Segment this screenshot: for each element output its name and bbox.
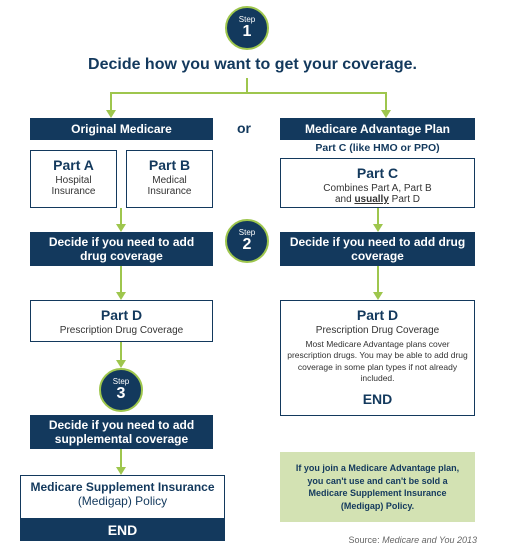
step2-right-q: Decide if you need to add drug coverage — [280, 232, 475, 266]
part-d-left-box: Part D Prescription Drug Coverage — [30, 300, 213, 342]
arrow-icon — [106, 110, 116, 118]
header-original: Original Medicare — [30, 118, 213, 140]
part-c-title: Part C — [287, 165, 468, 181]
step2-left-q: Decide if you need to add drug coverage — [30, 232, 213, 266]
step3-q: Decide if you need to add supplemental c… — [30, 415, 213, 449]
medigap-t2: (Medigap) Policy — [25, 494, 220, 508]
part-d-right-sub: Prescription Drug Coverage — [287, 325, 468, 336]
arrow-icon — [116, 360, 126, 368]
part-d-left-title: Part D — [37, 307, 206, 323]
step1-badge: Step 1 — [225, 6, 269, 50]
part-d-right-box: Part D Prescription Drug Coverage Most M… — [280, 300, 475, 416]
arrow-icon — [373, 224, 383, 232]
step2-badge: Step 2 — [225, 219, 269, 263]
part-c-sub: Combines Part A, Part B and usually Part… — [287, 183, 468, 205]
part-c-box: Part C Combines Part A, Part B and usual… — [280, 158, 475, 208]
medigap-t1: Medicare Supplement Insurance — [25, 480, 220, 494]
header-advantage: Medicare Advantage Plan — [280, 118, 475, 140]
end-bar: END — [20, 519, 225, 541]
arrow-icon — [381, 110, 391, 118]
part-d-right-note: Most Medicare Advantage plans cover pres… — [287, 339, 468, 385]
part-a-box: Part A Hospital Insurance — [30, 150, 117, 208]
part-b-box: Part B Medical Insurance — [126, 150, 213, 208]
part-d-left-sub: Prescription Drug Coverage — [37, 325, 206, 336]
step3-num: 3 — [117, 386, 126, 402]
part-a-title: Part A — [37, 157, 110, 173]
arrow-icon — [373, 292, 383, 300]
or-label: or — [237, 120, 251, 136]
arrow-icon — [116, 292, 126, 300]
part-b-title: Part B — [133, 157, 206, 173]
step3-badge: Step 3 — [99, 368, 143, 412]
medigap-box: Medicare Supplement Insurance (Medigap) … — [20, 475, 225, 519]
arrow-icon — [116, 224, 126, 232]
main-title: Decide how you want to get your coverage… — [55, 56, 450, 74]
step1-num: 1 — [243, 24, 252, 40]
part-d-right-title: Part D — [287, 307, 468, 323]
part-b-sub: Medical Insurance — [133, 175, 206, 197]
part-a-sub: Hospital Insurance — [37, 175, 110, 197]
arrow-icon — [116, 467, 126, 475]
part-d-right-end: END — [287, 391, 468, 407]
source: Source: Medicare and You 2013 — [349, 535, 477, 545]
step2-num: 2 — [243, 237, 252, 253]
advantage-note: If you join a Medicare Advantage plan, y… — [280, 452, 475, 522]
partc-subhead: Part C (like HMO or PPO) — [280, 142, 475, 154]
